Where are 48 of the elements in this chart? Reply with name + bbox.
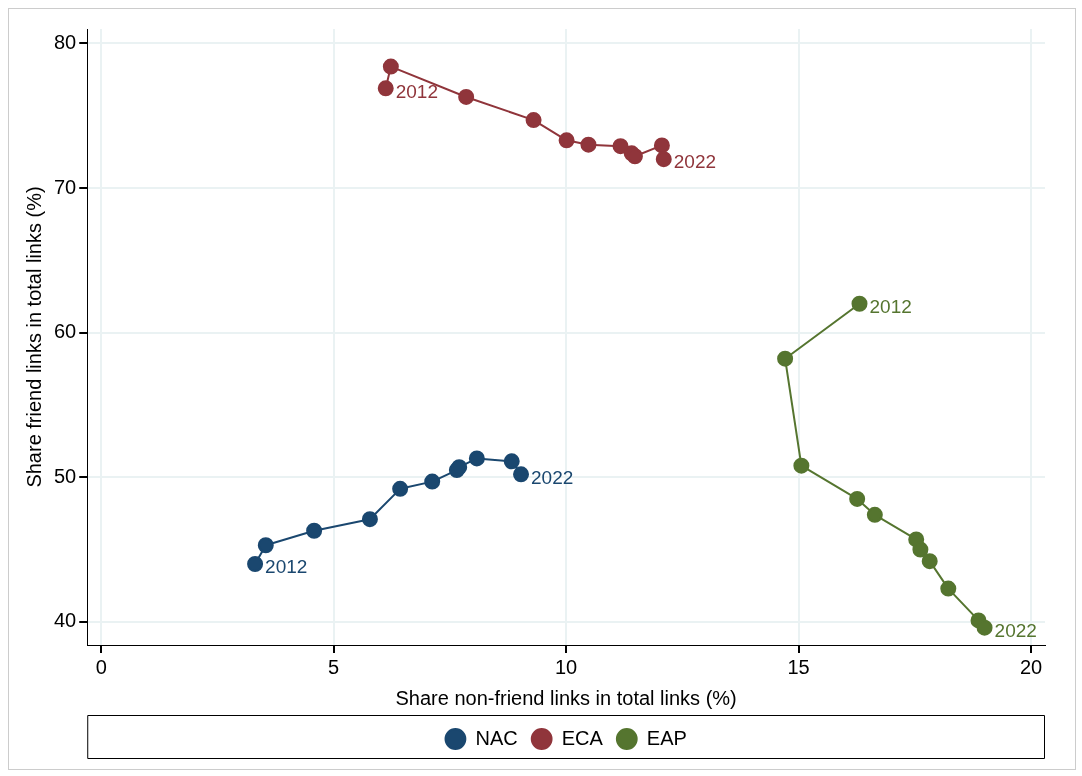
- point: [468, 450, 485, 467]
- point: [503, 453, 520, 470]
- annotation: 2012: [395, 80, 439, 102]
- x-axis-title: Share non-friend links in total links (%): [395, 686, 737, 709]
- y-tick-label: 40: [54, 609, 77, 632]
- y-tick-label: 70: [54, 175, 77, 198]
- x-tick-label: 15: [787, 655, 810, 678]
- point: [793, 457, 810, 474]
- point: [392, 480, 409, 497]
- annotation: 2012: [265, 556, 308, 578]
- x-tick-label: 10: [555, 655, 578, 678]
- y-tick-label: 80: [54, 30, 77, 53]
- annotation: 2012: [869, 295, 912, 317]
- y-axis-title: Share friend links in total links (%): [22, 186, 45, 488]
- point: [247, 556, 264, 573]
- point: [424, 473, 441, 490]
- point: [777, 350, 794, 367]
- annotation: 2022: [994, 619, 1037, 641]
- point: [580, 136, 597, 153]
- point: [361, 511, 378, 528]
- point: [558, 132, 575, 149]
- point: [306, 522, 323, 539]
- y-tick-label: 60: [54, 320, 77, 343]
- y-tick-label: 50: [54, 464, 77, 487]
- annotation: 2022: [673, 151, 717, 173]
- x-tick-label: 20: [1019, 655, 1043, 678]
- point: [849, 490, 866, 507]
- point: [851, 295, 868, 312]
- point: [921, 553, 938, 570]
- point: [257, 537, 274, 554]
- point: [525, 112, 542, 129]
- legend-label: EAP: [646, 726, 687, 749]
- point: [940, 580, 957, 597]
- point: [513, 466, 530, 483]
- point: [377, 80, 394, 97]
- point: [382, 58, 399, 75]
- point: [655, 151, 672, 168]
- legend-label: ECA: [561, 726, 604, 749]
- x-tick-label: 5: [328, 655, 340, 678]
- legend-label: NAC: [475, 726, 518, 749]
- point: [612, 138, 629, 155]
- point: [912, 541, 929, 558]
- point: [653, 137, 670, 154]
- annotation: 2022: [531, 466, 574, 488]
- point: [458, 88, 475, 105]
- point: [866, 506, 883, 523]
- x-tick-label: 0: [95, 655, 107, 678]
- point: [976, 619, 993, 636]
